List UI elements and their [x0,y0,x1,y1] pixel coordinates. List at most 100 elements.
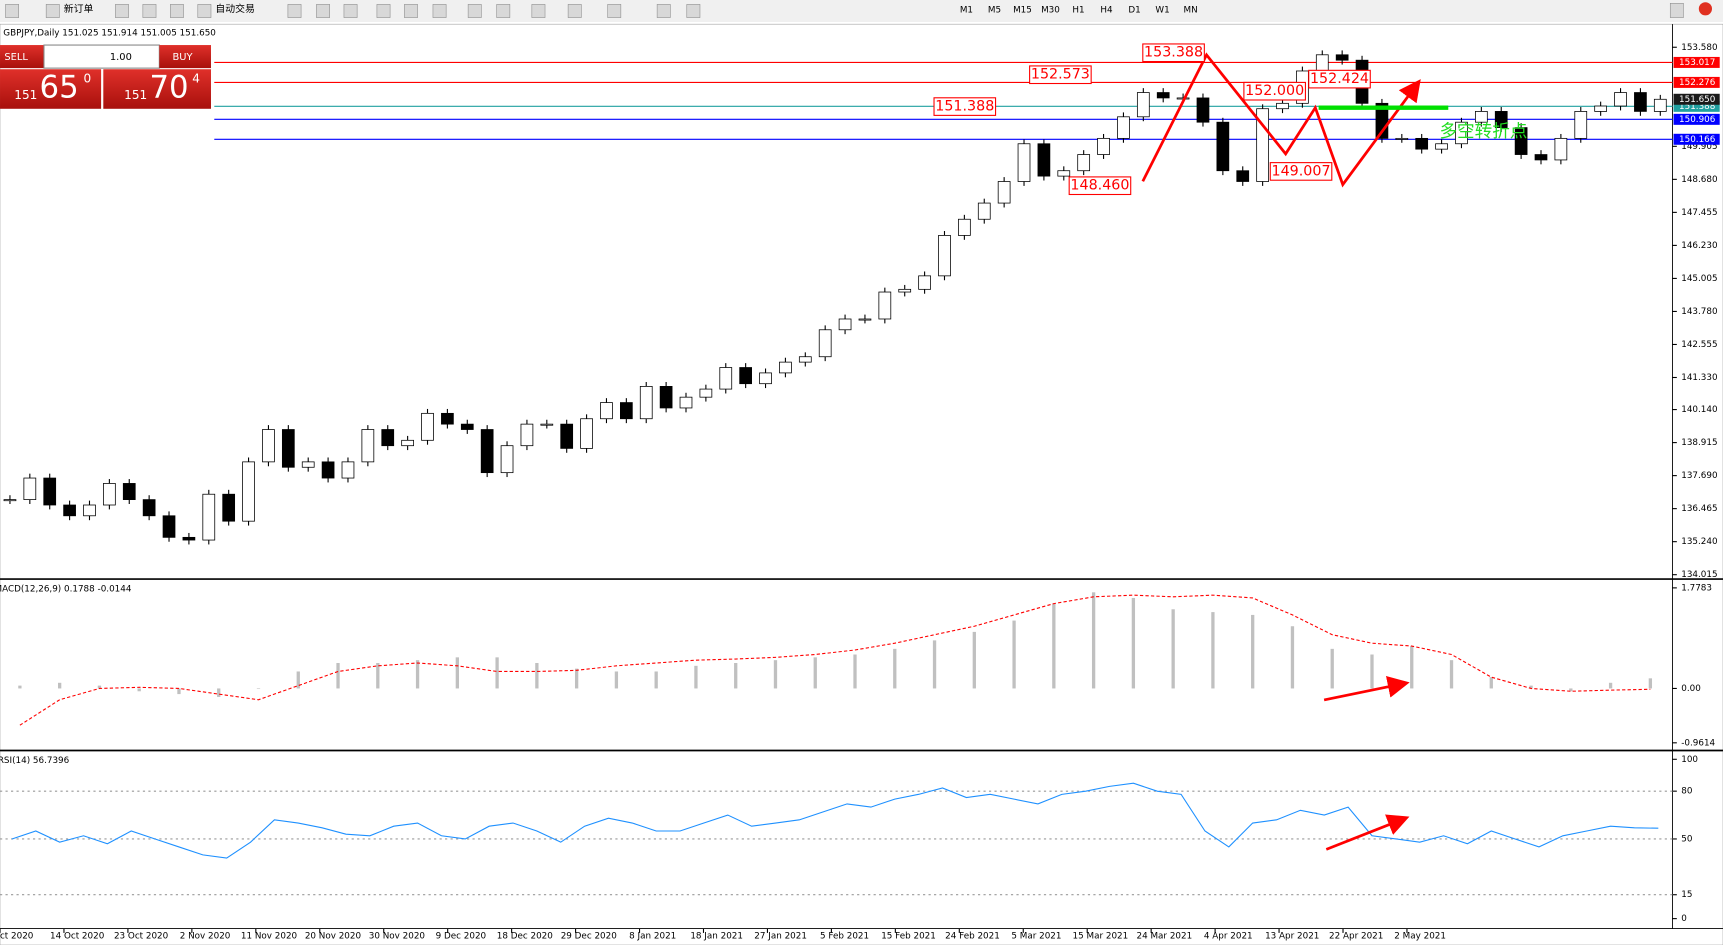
annotations: 153.388 152.573 151.388 152.000 152.424 148.4… [933,43,1527,196]
lots-value: 1.00 [110,52,132,63]
histogram-bar [177,688,181,695]
timeframe-label: W1 [1155,5,1169,15]
annotation: 149.007 [1272,163,1331,179]
candle [1455,121,1468,145]
candle [43,477,57,506]
sell-pips: 65 [40,70,79,106]
candle [441,412,454,425]
alert-icon[interactable] [1698,2,1712,16]
histogram-bar [256,688,261,689]
chart-window [0,23,1723,945]
candle [818,329,832,358]
candle [1474,111,1488,123]
sell-button[interactable] [0,45,44,69]
rsi-line [11,782,1659,859]
candle [1077,154,1091,172]
histogram-bar [1608,682,1613,689]
histogram-bar [1171,609,1175,689]
timeframe-button[interactable] [1149,2,1176,20]
y-tick-label: 50 [1681,834,1692,844]
buy-pips: 70 [149,70,188,106]
histogram-bar [1091,592,1096,689]
annotation: 多空转折点 [1439,122,1527,142]
candle [1136,92,1150,118]
y-tick-label: 143.780 [1681,307,1717,317]
candle [262,429,275,463]
candle [381,429,395,447]
candle [1196,97,1210,123]
y-tick-label: 15 [1681,890,1692,900]
candle [480,429,494,474]
one-click-panel: SELL 1.00 BUY 151 65 0 151 70 4 [0,44,211,109]
candle [222,493,236,522]
candle [341,461,355,479]
candle [122,483,136,500]
candle [83,504,96,517]
histogram-bar [1052,603,1056,689]
y-tick-label: 100 [1681,755,1698,765]
candle [619,402,633,420]
level-label: 150.166 [1679,135,1716,145]
candle [301,461,315,468]
histogram-bar [1449,660,1454,689]
timeframe-button[interactable] [1009,2,1036,20]
annotation: 151.388 [935,99,994,115]
indicator-title: MACD(12,26,9) 0.1788 -0.0144 [0,584,132,594]
candle [1057,170,1071,177]
y-tick-label: 149.905 [1681,142,1717,152]
x-tick-label: 22 Apr 2021 [1329,932,1383,942]
timeframe-label: M30 [1041,5,1060,15]
histogram-bar [1131,597,1136,689]
annotation-box [1068,176,1132,196]
buy-button[interactable] [159,45,211,69]
buy-price[interactable] [103,69,211,109]
candle [103,483,116,506]
candle [1534,154,1548,161]
level-label: 150.906 [1679,115,1716,125]
sell-price[interactable] [0,69,102,109]
sell-frac: 0 [84,72,92,86]
y-tick-label: 80 [1681,787,1692,797]
timeframe-button[interactable] [953,2,980,20]
candle [1375,102,1389,139]
candle [1156,92,1170,99]
auto-trading[interactable]: 自动交易 [215,2,255,15]
candle [958,218,971,236]
histogram-bar [893,648,897,689]
histogram-bar [1648,678,1653,689]
timeframe-button[interactable] [1037,2,1064,20]
buy-label: BUY [173,52,194,63]
candle [1276,102,1289,110]
candle [1315,54,1329,72]
x-tick-label: Oct 2020 [0,932,33,942]
y-tick-label: 0.00 [1681,684,1701,694]
histogram-bar [58,682,62,689]
time-axis: Oct 2020 14 Oct 2020 23 Oct 2020 2 Nov 2020… [0,928,1446,942]
histogram-bar [614,671,619,689]
timeframe-button[interactable] [1065,2,1092,20]
annotation: 153.388 [1144,45,1203,61]
x-tick-label: 11 Nov 2020 [241,932,297,942]
candle [1554,137,1568,161]
timeframe-label: H4 [1100,5,1113,15]
annotation-box [1142,43,1205,63]
timeframe-button[interactable] [1121,2,1148,20]
new-order[interactable]: 新订单 [64,2,94,15]
y-tick-label: 0 [1681,914,1687,924]
histogram-bar [1211,612,1215,689]
annotation-box [1243,81,1306,101]
candle [1634,92,1647,112]
last-price-label: 151.650 [1679,95,1715,105]
x-tick-label: 5 Mar 2021 [1011,932,1061,942]
annotation: 152.573 [1031,67,1090,83]
y-tick-label: 153.580 [1681,43,1717,53]
candle [162,515,176,538]
timeframe-button[interactable] [1177,2,1204,20]
lots-input[interactable] [43,44,160,69]
x-tick-label: 30 Nov 2020 [369,932,425,942]
histogram-bar [535,662,539,689]
timeframe-button[interactable] [1093,2,1120,20]
timeframe-button[interactable] [981,2,1008,20]
candle [639,386,653,420]
